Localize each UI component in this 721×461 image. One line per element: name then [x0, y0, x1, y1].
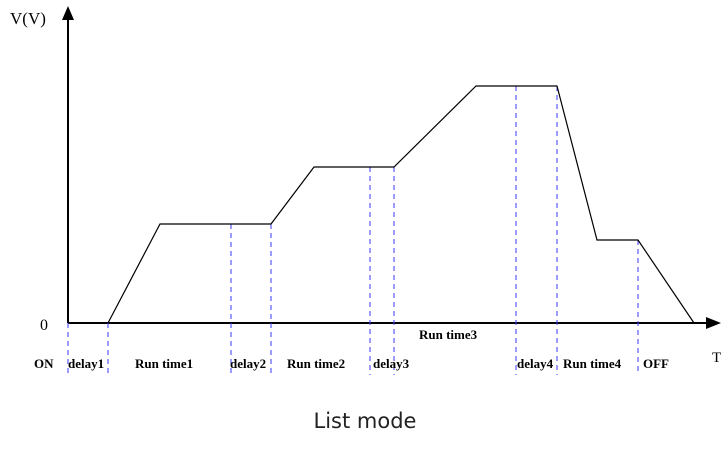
x-axis-arrowhead	[706, 317, 721, 329]
origin-label: 0	[40, 317, 48, 334]
y-axis-arrowhead	[62, 6, 74, 20]
segment-label-delay4: delay4	[517, 356, 554, 371]
segment-label-off: OFF	[643, 356, 669, 371]
segment-label-delay1: delay1	[68, 356, 104, 371]
segment-label-run2: Run time2	[287, 356, 345, 371]
x-axis-label: T	[712, 350, 721, 366]
segment-label-delay3: delay3	[373, 356, 410, 371]
segment-label-delay2: delay2	[230, 356, 266, 371]
segment-label-run4: Run time4	[563, 356, 622, 371]
segment-markers	[67, 86, 639, 375]
y-axis-label: V(V)	[10, 9, 46, 28]
diagram-caption: List mode	[314, 409, 417, 433]
segment-label-on: ON	[34, 356, 54, 371]
voltage-waveform	[107, 85, 695, 324]
segment-label-run1: Run time1	[135, 356, 193, 371]
segment-label-run3: Run time3	[419, 327, 478, 342]
